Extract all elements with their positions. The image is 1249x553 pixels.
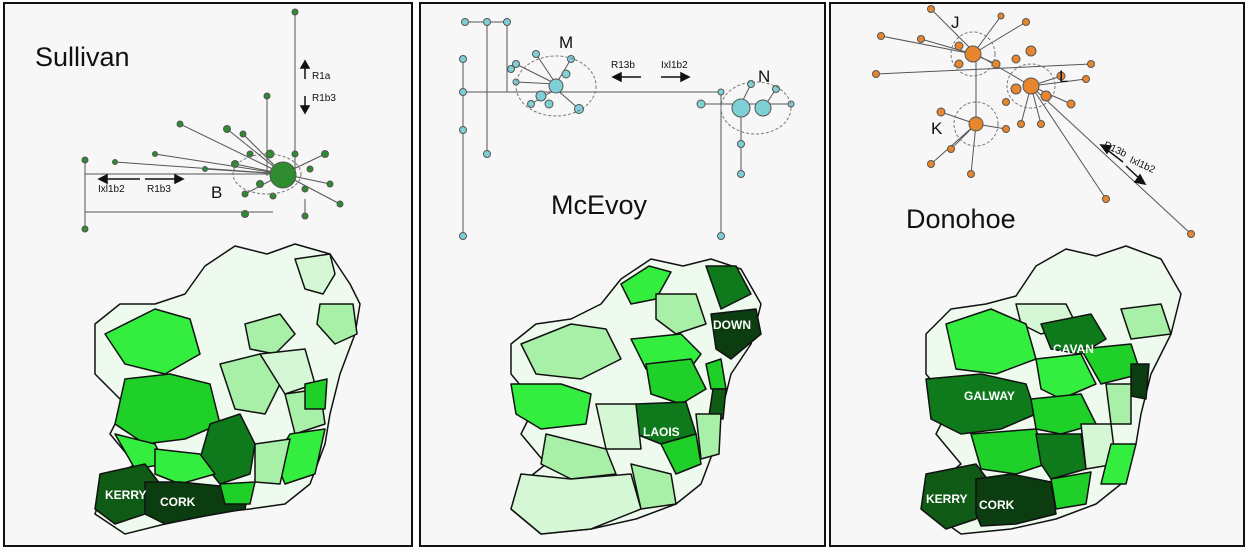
county-label-down: DOWN xyxy=(713,318,751,332)
ireland-map xyxy=(510,258,762,535)
county-label-galway: GALWAY xyxy=(964,389,1015,403)
arrow-downright-label: Ixl1b2 xyxy=(1128,155,1157,176)
arrow-left-label: Ixl1b2 xyxy=(98,184,125,195)
cluster-label-m: M xyxy=(559,33,573,52)
cluster-label-b: B xyxy=(211,183,222,202)
county-labels: GALWAY CAVAN KERRY CORK xyxy=(926,342,1094,512)
haplotype-network xyxy=(872,5,1195,238)
county-label-cavan: CAVAN xyxy=(1053,342,1094,356)
county-labels: KERRY CORK xyxy=(105,488,196,509)
county-label-kerry: KERRY xyxy=(926,492,968,506)
county-label-kerry: KERRY xyxy=(105,488,147,502)
panel-title: McEvoy xyxy=(551,190,648,220)
donohoe-figure: R13b Ixl1b2 J K L GALWAY CAVAN xyxy=(872,5,1195,535)
sullivan-figure: R1a R1b3 Ixl1b2 R1b3 B xyxy=(81,8,361,535)
lineage-arrows xyxy=(97,59,311,185)
lineage-arrows xyxy=(1099,144,1147,186)
county-labels: DOWN LAOIS xyxy=(643,318,751,439)
arrow-down-label: R1b3 xyxy=(312,93,336,104)
mcevoy-figure: R13b Ixl1b2 M N DOWN LAOIS xyxy=(459,18,795,535)
county-label-cork: CORK xyxy=(160,495,196,509)
arrow-left-label: R13b xyxy=(611,60,635,71)
haplotype-network xyxy=(459,18,795,240)
arrow-right-label: Ixl1b2 xyxy=(661,60,688,71)
panel-title: Donohoe xyxy=(906,204,1016,234)
mcevoy-panel: McEvoy xyxy=(419,2,826,547)
cluster-label-k: K xyxy=(931,119,943,138)
cluster-label-n: N xyxy=(758,67,770,86)
cluster-label-j: J xyxy=(951,13,960,32)
haplotype-network xyxy=(81,8,344,233)
arrow-up-label: R1a xyxy=(312,71,331,82)
ireland-map xyxy=(94,243,361,535)
arrow-right-label: R1b3 xyxy=(147,184,171,195)
panel-title: Sullivan xyxy=(35,42,130,72)
donohoe-panel: Donohoe xyxy=(829,2,1245,547)
county-label-cork: CORK xyxy=(979,498,1015,512)
arrow-upleft-label: R13b xyxy=(1102,140,1129,160)
cluster-label-l: L xyxy=(1059,67,1068,86)
lineage-arrows xyxy=(611,71,691,83)
ireland-map xyxy=(920,245,1182,535)
county-label-laois: LAOIS xyxy=(643,425,680,439)
sullivan-panel: Sullivan xyxy=(3,2,413,547)
